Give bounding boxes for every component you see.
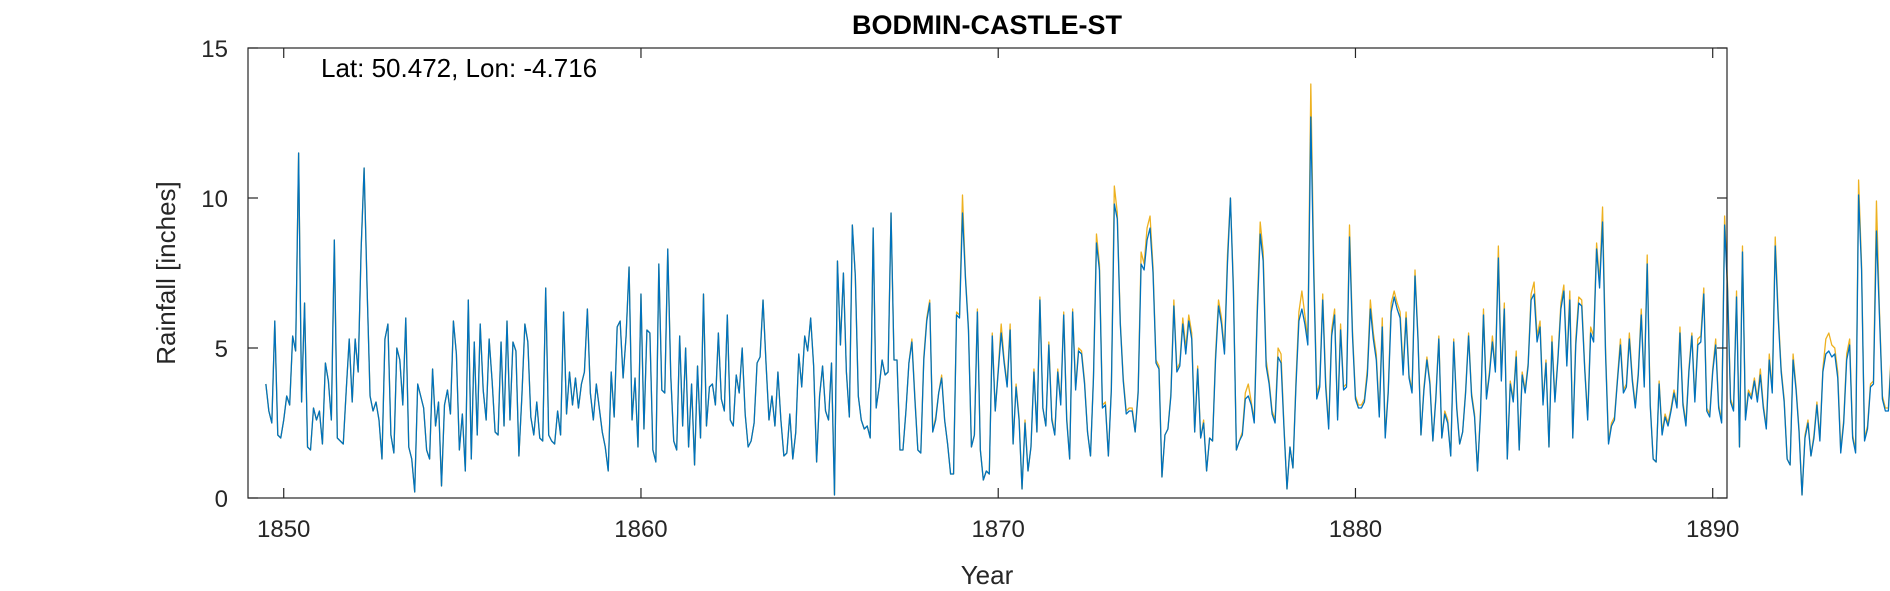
- y-tick-label: 0: [215, 486, 228, 513]
- location-annotation: Lat: 50.472, Lon: -4.716: [321, 53, 597, 83]
- series-line-primary: [265, 116, 1890, 496]
- y-tick-label: 15: [201, 36, 228, 63]
- x-tick-label: 1890: [1686, 516, 1739, 543]
- y-tick-label: 10: [201, 186, 228, 213]
- plot-frame: [247, 47, 1728, 499]
- ticks-layer: 1850 1860 1870 1880 1890 0 5 10 15: [201, 36, 1739, 543]
- y-axis-title: Rainfall [inches]: [151, 181, 181, 365]
- chart-title: BODMIN-CASTLE-ST: [852, 10, 1122, 40]
- y-tick-label: 5: [215, 336, 228, 363]
- x-tick-label: 1870: [972, 516, 1025, 543]
- x-tick-label: 1880: [1329, 516, 1382, 543]
- x-axis-title: Year: [961, 560, 1014, 590]
- x-tick-label: 1860: [614, 516, 667, 543]
- x-tick-label: 1850: [257, 516, 310, 543]
- series-layer: [265, 83, 1890, 496]
